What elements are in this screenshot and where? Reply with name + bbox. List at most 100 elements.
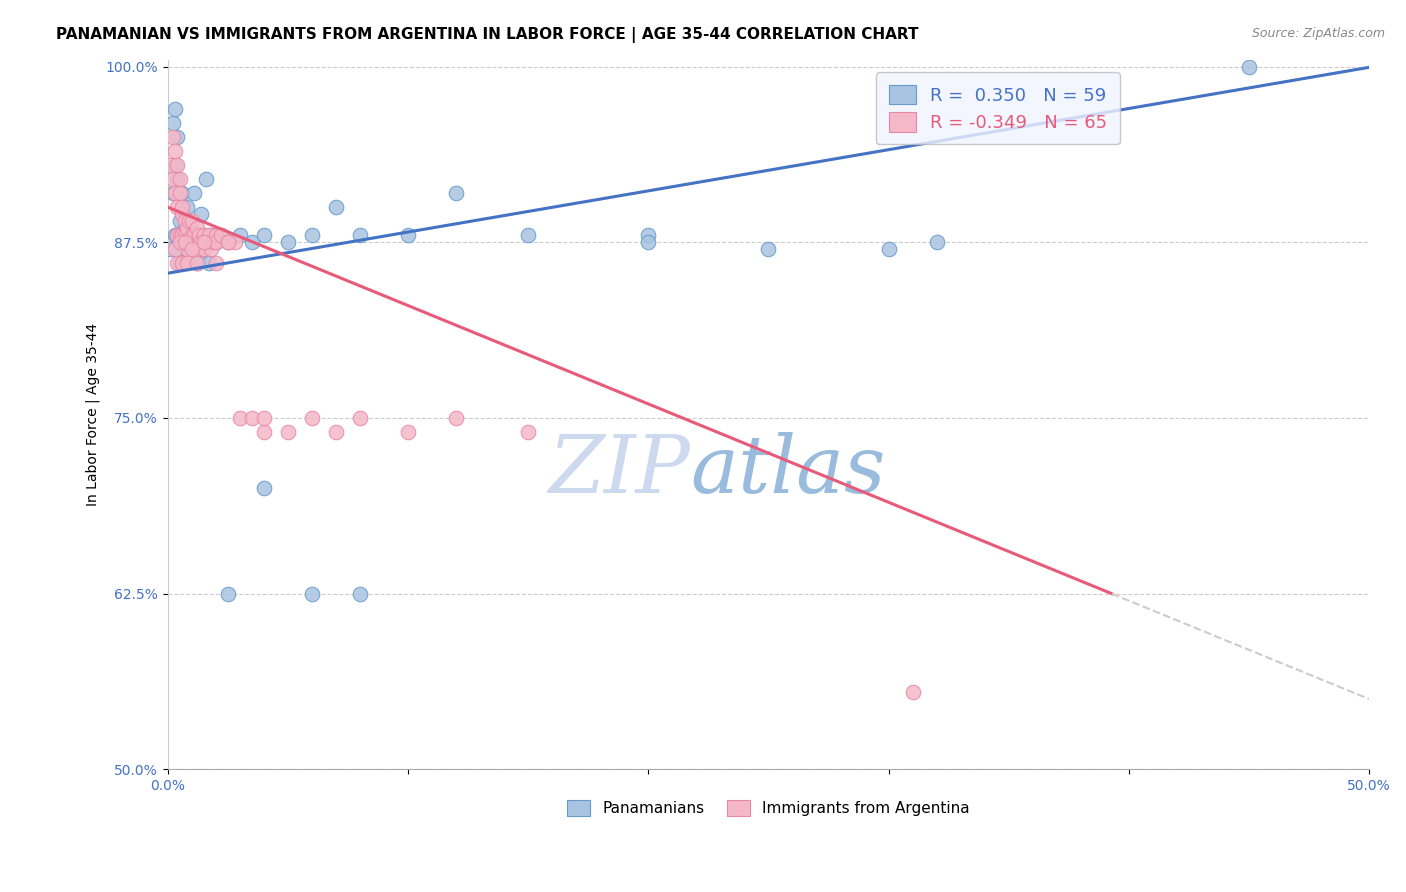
Point xyxy=(229,411,252,425)
Point xyxy=(195,172,218,186)
Point xyxy=(172,186,194,200)
Point xyxy=(183,228,205,243)
Point xyxy=(173,235,195,250)
Point xyxy=(186,221,208,235)
Point xyxy=(163,186,186,200)
Point xyxy=(637,228,659,243)
Point xyxy=(204,228,226,243)
Point xyxy=(325,200,347,214)
Point xyxy=(166,228,188,243)
Point xyxy=(162,172,184,186)
Point xyxy=(173,228,195,243)
Point xyxy=(444,411,467,425)
Point xyxy=(197,228,219,243)
Point xyxy=(217,587,239,601)
Point xyxy=(925,235,948,250)
Point xyxy=(180,228,202,243)
Point xyxy=(179,214,201,228)
Point xyxy=(396,228,419,243)
Point xyxy=(180,243,202,257)
Point xyxy=(217,235,239,250)
Point xyxy=(637,235,659,250)
Point xyxy=(186,256,208,270)
Point xyxy=(180,235,202,250)
Point xyxy=(204,235,226,250)
Point xyxy=(163,144,186,158)
Point xyxy=(186,256,208,270)
Point xyxy=(253,228,276,243)
Point xyxy=(277,425,299,439)
Point xyxy=(229,228,252,243)
Point xyxy=(176,200,198,214)
Point xyxy=(180,228,202,243)
Point xyxy=(195,235,218,250)
Point xyxy=(169,186,191,200)
Point xyxy=(166,200,188,214)
Point xyxy=(193,243,215,257)
Point xyxy=(166,129,188,144)
Point xyxy=(163,158,186,172)
Point xyxy=(209,228,232,243)
Point xyxy=(197,256,219,270)
Point xyxy=(172,228,194,243)
Point xyxy=(166,256,188,270)
Text: atlas: atlas xyxy=(690,433,886,510)
Point xyxy=(517,228,540,243)
Point xyxy=(169,256,191,270)
Point xyxy=(163,228,186,243)
Point xyxy=(253,481,276,495)
Point xyxy=(176,243,198,257)
Point xyxy=(1237,60,1260,74)
Point xyxy=(877,243,900,257)
Legend: Panamanians, Immigrants from Argentina: Panamanians, Immigrants from Argentina xyxy=(558,790,979,825)
Point xyxy=(253,425,276,439)
Point xyxy=(349,228,371,243)
Point xyxy=(190,235,212,250)
Point xyxy=(217,235,239,250)
Point xyxy=(169,214,191,228)
Point xyxy=(240,411,263,425)
Point xyxy=(224,235,246,250)
Point xyxy=(173,214,195,228)
Point xyxy=(173,221,195,235)
Point xyxy=(253,411,276,425)
Point xyxy=(173,228,195,243)
Point xyxy=(190,207,212,221)
Text: Source: ZipAtlas.com: Source: ZipAtlas.com xyxy=(1251,27,1385,40)
Point xyxy=(169,235,191,250)
Point xyxy=(186,243,208,257)
Point xyxy=(176,235,198,250)
Point xyxy=(444,186,467,200)
Point xyxy=(193,243,215,257)
Point xyxy=(173,243,195,257)
Point xyxy=(217,235,239,250)
Point xyxy=(169,172,191,186)
Point xyxy=(758,243,780,257)
Point xyxy=(349,587,371,601)
Point xyxy=(187,235,209,250)
Point xyxy=(186,243,208,257)
Point xyxy=(169,235,191,250)
Point xyxy=(187,228,209,243)
Point xyxy=(240,235,263,250)
Point xyxy=(301,228,323,243)
Point xyxy=(204,235,226,250)
Point xyxy=(172,256,194,270)
Point xyxy=(183,186,205,200)
Point xyxy=(325,425,347,439)
Point xyxy=(200,243,222,257)
Point xyxy=(193,235,215,250)
Point xyxy=(172,207,194,221)
Point xyxy=(166,158,188,172)
Point xyxy=(180,214,202,228)
Point xyxy=(173,235,195,250)
Point xyxy=(163,102,186,116)
Point xyxy=(200,228,222,243)
Point xyxy=(204,256,226,270)
Point xyxy=(396,425,419,439)
Point xyxy=(901,685,924,699)
Point xyxy=(301,411,323,425)
Point xyxy=(166,228,188,243)
Point xyxy=(176,235,198,250)
Point xyxy=(179,235,201,250)
